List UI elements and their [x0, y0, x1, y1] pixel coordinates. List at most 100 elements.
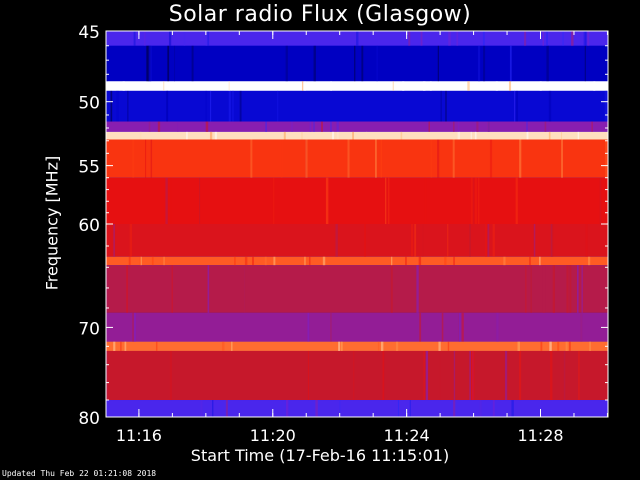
noise-streak	[461, 312, 464, 342]
noise-streak	[445, 90, 447, 122]
noise-streak	[444, 256, 447, 266]
noise-streak	[122, 81, 125, 91]
noise-streak	[409, 400, 411, 417]
noise-streak	[340, 341, 343, 351]
noise-streak	[587, 256, 591, 266]
noise-streak	[539, 81, 542, 91]
noise-streak	[133, 31, 136, 46]
x-tick-label: 11:20	[250, 426, 296, 445]
noise-streak	[405, 256, 407, 266]
noise-streak	[411, 224, 414, 257]
band-13	[106, 350, 608, 401]
noise-streak	[420, 31, 423, 46]
noise-streak	[285, 45, 288, 82]
noise-streak	[562, 31, 564, 46]
noise-streak	[478, 177, 480, 224]
noise-streak	[392, 81, 394, 91]
noise-streak	[422, 81, 426, 91]
noise-streak	[244, 256, 248, 266]
noise-streak	[526, 131, 529, 140]
noise-streak	[524, 31, 527, 46]
noise-streak	[225, 400, 228, 417]
noise-streak	[148, 45, 151, 82]
noise-streak	[453, 256, 455, 266]
noise-streak	[364, 224, 366, 257]
noise-streak	[212, 400, 214, 417]
band-9	[106, 256, 608, 266]
noise-streak	[252, 256, 254, 266]
noise-streak	[395, 341, 399, 351]
noise-streak	[469, 350, 471, 401]
band-5	[106, 131, 608, 140]
noise-streak	[283, 131, 286, 140]
noise-streak	[509, 45, 512, 82]
noise-streak	[476, 121, 479, 132]
noise-streak	[525, 265, 527, 313]
x-tick-label: 11:24	[384, 426, 430, 445]
noise-streak	[110, 90, 113, 122]
noise-streak	[322, 256, 326, 266]
noise-streak	[469, 224, 471, 257]
noise-streak	[221, 341, 225, 351]
noise-streak	[387, 177, 390, 224]
band-1	[106, 45, 608, 82]
noise-streak	[453, 400, 456, 417]
noise-streak	[414, 224, 417, 257]
noise-streak	[361, 45, 364, 82]
noise-streak	[563, 350, 566, 401]
band-4	[106, 121, 608, 132]
noise-streak	[438, 341, 441, 351]
noise-streak	[419, 312, 422, 342]
noise-streak	[338, 400, 341, 417]
updated-timestamp: Updated Thu Feb 22 01:21:08 2018	[2, 469, 157, 478]
noise-streak	[544, 121, 547, 132]
noise-streak	[352, 131, 354, 140]
x-tick-label: 11:16	[116, 426, 162, 445]
noise-streak	[356, 31, 359, 46]
noise-streak	[307, 312, 310, 342]
noise-streak	[425, 350, 429, 401]
noise-streak	[382, 350, 385, 401]
noise-streak	[148, 121, 151, 132]
noise-streak	[569, 341, 571, 351]
noise-streak	[526, 121, 528, 132]
noise-streak	[585, 224, 588, 257]
noise-streak	[400, 131, 403, 140]
noise-streak	[365, 131, 368, 140]
noise-streak	[128, 256, 131, 266]
noise-streak	[604, 139, 608, 178]
noise-streak	[106, 45, 108, 82]
noise-streak	[440, 90, 442, 122]
noise-streak	[385, 177, 387, 224]
noise-streak	[106, 265, 108, 313]
noise-streak	[239, 90, 242, 122]
noise-streak	[474, 131, 477, 140]
noise-streak	[453, 121, 455, 132]
noise-streak	[447, 224, 449, 257]
noise-streak	[418, 256, 422, 266]
noise-streak	[487, 121, 490, 132]
noise-streak	[155, 341, 158, 351]
spectrogram-noise	[106, 31, 608, 417]
noise-streak	[519, 139, 522, 178]
noise-streak	[264, 256, 267, 266]
x-axis: 11:16 11:20 11:24 11:28	[116, 31, 608, 445]
noise-streak	[309, 256, 311, 266]
noise-streak	[456, 31, 459, 46]
noise-streak	[540, 341, 543, 351]
noise-streak	[557, 341, 560, 351]
noise-streak	[428, 121, 430, 132]
noise-streak	[422, 224, 424, 257]
noise-streak	[165, 177, 168, 224]
noise-streak	[305, 139, 308, 178]
noise-streak	[408, 31, 411, 46]
noise-streak	[307, 350, 309, 401]
noise-streak	[144, 31, 146, 46]
noise-streak	[186, 131, 188, 140]
y-axis-label: Frequency [MHz]	[42, 155, 62, 291]
noise-streak	[139, 256, 141, 266]
noise-streak	[113, 224, 116, 257]
noise-streak	[330, 81, 333, 91]
noise-streak	[430, 139, 433, 178]
